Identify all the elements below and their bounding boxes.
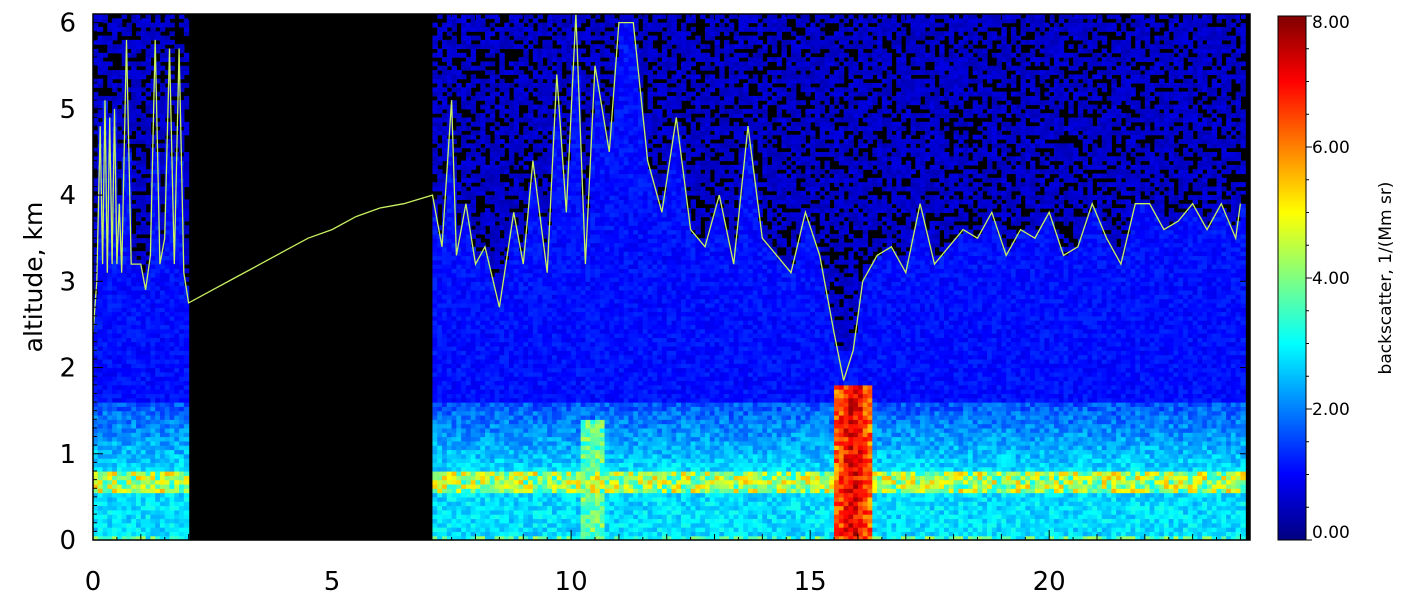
colorbar-tick-label: 2.00 [1312,400,1350,420]
colorbar: 0.00 2.00 4.00 6.00 8.00 [1278,13,1350,543]
y-axis-label: altitude, km [19,202,48,353]
colorbar-tick-label: 0.00 [1312,523,1350,543]
x-tick-label: 10 [555,567,588,597]
colorbar-gradient [1278,16,1306,540]
y-tick-label: 0 [59,526,76,556]
y-tick-label: 3 [59,267,76,297]
colorbar-tick-label: 8.00 [1312,13,1350,33]
colorbar-tick-label: 6.00 [1312,138,1350,158]
x-tick-label: 20 [1033,567,1066,597]
x-tick-label: 0 [85,567,102,597]
y-tick-label: 5 [59,95,76,125]
plot-area [93,10,1250,541]
y-tick-label: 4 [59,181,76,211]
x-tick-label: 5 [324,567,341,597]
y-tick-label: 6 [59,9,76,39]
colorbar-tick-label: 4.00 [1312,269,1350,289]
colorbar-label: backscatter, 1/(Mm sr) [1376,182,1396,375]
y-tick-label: 1 [59,440,76,470]
x-tick-label: 15 [794,567,827,597]
y-tick-label: 2 [59,354,76,384]
